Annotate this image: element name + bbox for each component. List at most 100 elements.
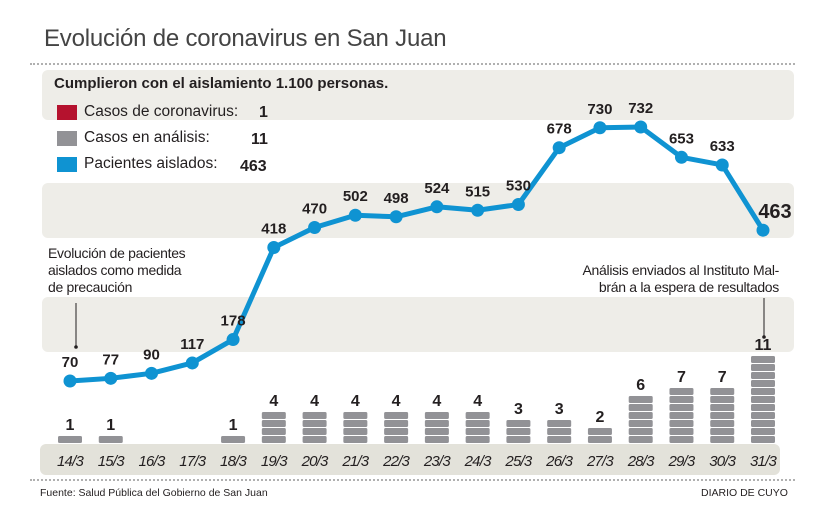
line-data-label: 77 [102,351,119,368]
x-tick-label: 14/3 [57,453,84,470]
analysis-bar-block [302,436,327,443]
line-data-label: 730 [587,101,612,118]
analysis-bar-block [424,436,449,443]
analysis-bar-block [465,420,490,427]
analysis-bar-block [506,428,531,435]
analysis-bar-block [58,436,82,443]
analysis-bar-block [751,388,775,395]
x-tick-label: 30/3 [709,453,736,470]
bar-data-label: 3 [514,401,523,418]
x-tick-label: 16/3 [139,453,166,470]
analysis-bar-block [751,404,775,411]
bar-data-label: 4 [432,393,441,410]
analysis-bar-block [751,420,775,427]
line-data-point [348,208,362,222]
x-tick-label: 15/3 [98,453,125,470]
legend-item-analisis [57,128,77,148]
analysis-bar-block [465,436,490,443]
analysis-bar-block [628,412,653,419]
line-data-label: 502 [343,188,368,205]
analysis-bar-block [261,428,286,435]
x-tick-label: 27/3 [586,453,614,470]
analysis-bar-block [384,428,409,435]
top-divider [30,63,795,65]
line-data-label: 515 [465,183,490,200]
x-tick-label: 21/3 [341,453,369,470]
legend-value: 463 [240,158,267,175]
annotation-line: brán a la espera de resultados [598,279,779,295]
line-data-point [226,333,240,347]
bar-data-label: 4 [392,393,401,410]
analysis-bar-block [302,420,327,427]
line-data-label: 90 [143,346,160,363]
line-data-point [715,158,729,172]
analysis-bar-block [751,356,775,363]
analysis-bar-block [669,420,694,427]
bar-data-label: 4 [351,393,360,410]
annotation-leader-dot [762,335,766,339]
annotation-right: Análisis enviados al Instituto Mal- brán… [583,262,780,296]
analysis-bar-block [751,428,775,435]
x-tick-label: 17/3 [179,453,206,470]
date-axis-strip [40,444,780,475]
analysis-bar-block [424,428,449,435]
chart-subtitle: Cumplieron con el aislamiento 1.100 pers… [54,75,389,92]
analysis-bar-block [751,372,775,379]
x-tick-label: 31/3 [750,453,777,470]
line-data-label: 117 [180,336,204,353]
line-data-point [552,141,566,155]
analysis-bar-block [302,412,327,419]
analysis-bar-block [628,436,653,443]
analysis-bar-block [343,420,368,427]
analysis-bar-block [547,436,572,443]
line-data-label: 470 [302,201,327,218]
analysis-bar-block [98,436,123,443]
analysis-bar-block [710,420,735,427]
analysis-bar-block [710,404,735,411]
legend-item-coronavirus [57,102,77,122]
analysis-bar-block [221,436,246,443]
analysis-bar-block [424,420,449,427]
annotation-line: Análisis enviados al Instituto Mal- [582,262,780,278]
bar-data-label: 11 [755,337,772,354]
bar-data-label: 1 [229,417,238,434]
analysis-bar-block [669,412,694,419]
analysis-bar-block [628,420,653,427]
analysis-bar-block [751,412,775,419]
analysis-bar-block [261,420,286,427]
analysis-bar-block [384,420,409,427]
line-data-point [756,223,770,237]
bar-data-label: 7 [718,369,727,386]
line-data-label: 178 [221,313,246,330]
analysis-bar-block [465,428,490,435]
analysis-bar-block [669,396,694,403]
line-data-point [185,356,199,370]
legend-value: 11 [251,131,268,148]
annotation-line: de precaución [48,279,133,295]
analysis-bar-block [751,396,775,403]
analysis-bar-block [710,436,735,443]
background-band [42,297,794,352]
line-data-point [674,150,688,164]
analysis-bar-block [669,436,694,443]
analysis-bar-block [384,436,409,443]
x-tick-label: 26/3 [545,453,573,470]
legend-swatch-red [57,104,77,120]
bar-data-label: 4 [269,393,278,410]
analysis-bar-block [751,380,775,387]
analysis-bar-block [261,436,286,443]
line-data-point [389,210,403,224]
legend-swatch-gray [57,130,77,146]
background-band [42,70,794,120]
analysis-bar-block [465,412,490,419]
analysis-bar-block [587,436,612,443]
line-data-point [63,374,77,388]
chart-title: Evolución de coronavirus en San Juan [44,25,447,52]
analysis-bar-block [710,428,735,435]
bar-data-label: 4 [473,393,482,410]
line-data-point [634,120,648,134]
line-data-label: 524 [424,180,450,197]
line-data-label: 530 [506,177,531,194]
legend-label: Casos de coronavirus: [84,103,239,120]
